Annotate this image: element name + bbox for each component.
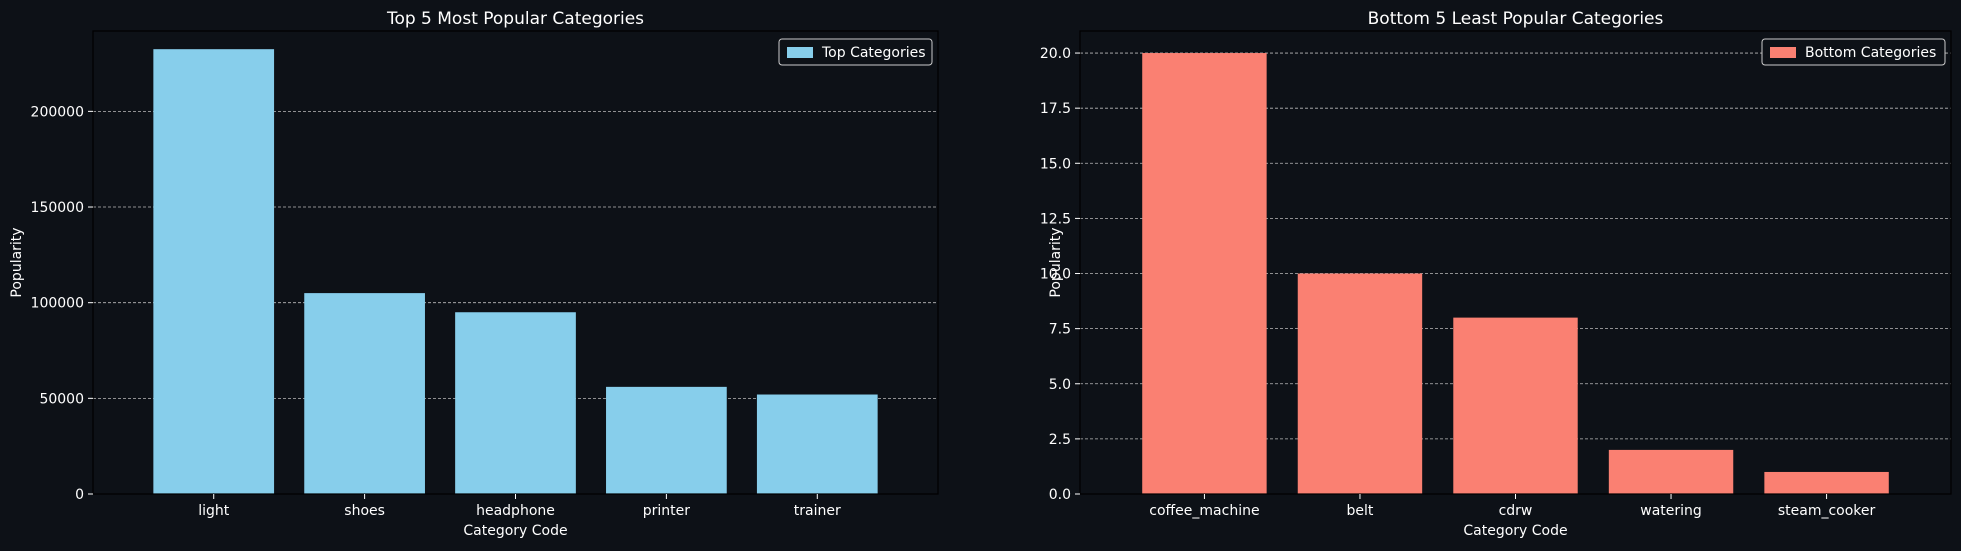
chart-title: Top 5 Most Popular Categories [386,9,644,29]
chart-2: 0.02.55.07.510.012.515.017.520.0coffee_m… [1040,9,1951,539]
x-tick-label: headphone [476,503,555,519]
y-tick-label: 15.0 [1040,156,1071,172]
x-tick-label: belt [1347,503,1374,519]
x-tick-label: steam_cooker [1778,503,1876,519]
legend: Top Categories [779,39,932,65]
y-tick-label: 7.5 [1049,322,1071,338]
y-tick-label: 200000 [31,104,84,120]
bar-headphone [455,312,576,494]
y-tick-label: 150000 [31,200,84,216]
legend-label: Bottom Categories [1805,45,1936,61]
legend-label: Top Categories [821,45,926,61]
y-tick-label: 20.0 [1040,46,1071,62]
y-tick-label: 50000 [39,391,84,407]
y-tick-label: 0 [75,487,84,503]
bar-trainer [757,395,878,494]
legend-swatch [787,47,813,58]
y-tick-label: 2.5 [1049,432,1071,448]
x-tick-label: printer [643,503,691,519]
x-axis-label: Category Code [1463,523,1567,539]
x-tick-label: shoes [344,503,385,519]
bar-coffee_machine [1142,53,1266,494]
bar-belt [1298,274,1422,494]
y-tick-label: 5.0 [1049,377,1071,393]
x-tick-label: coffee_machine [1149,503,1259,519]
bar-shoes [304,293,425,494]
bar-light [153,49,274,494]
x-axis-label: Category Code [463,523,567,539]
x-tick-label: trainer [794,503,841,519]
y-tick-label: 100000 [31,296,84,312]
x-tick-label: light [198,503,230,519]
y-tick-label: 0.0 [1049,487,1071,503]
bar-steam_cooker [1764,472,1888,494]
bar-printer [606,387,727,494]
chart-1: 0 50000 100000 150000 200000 light shoes headph… [9,9,938,539]
x-tick-label: cdrw [1499,503,1533,519]
legend: Bottom Categories [1762,39,1945,65]
chart-title: Bottom 5 Least Popular Categories [1368,9,1664,29]
bar-cdrw [1453,318,1577,494]
y-axis-label: Popularity [9,227,25,297]
x-tick-label: watering [1640,503,1702,519]
bar-watering [1609,450,1733,494]
legend-swatch [1770,47,1796,58]
y-tick-label: 17.5 [1040,101,1071,117]
y-axis-label: Popularity [1048,227,1064,297]
y-tick-label: 12.5 [1040,211,1071,227]
